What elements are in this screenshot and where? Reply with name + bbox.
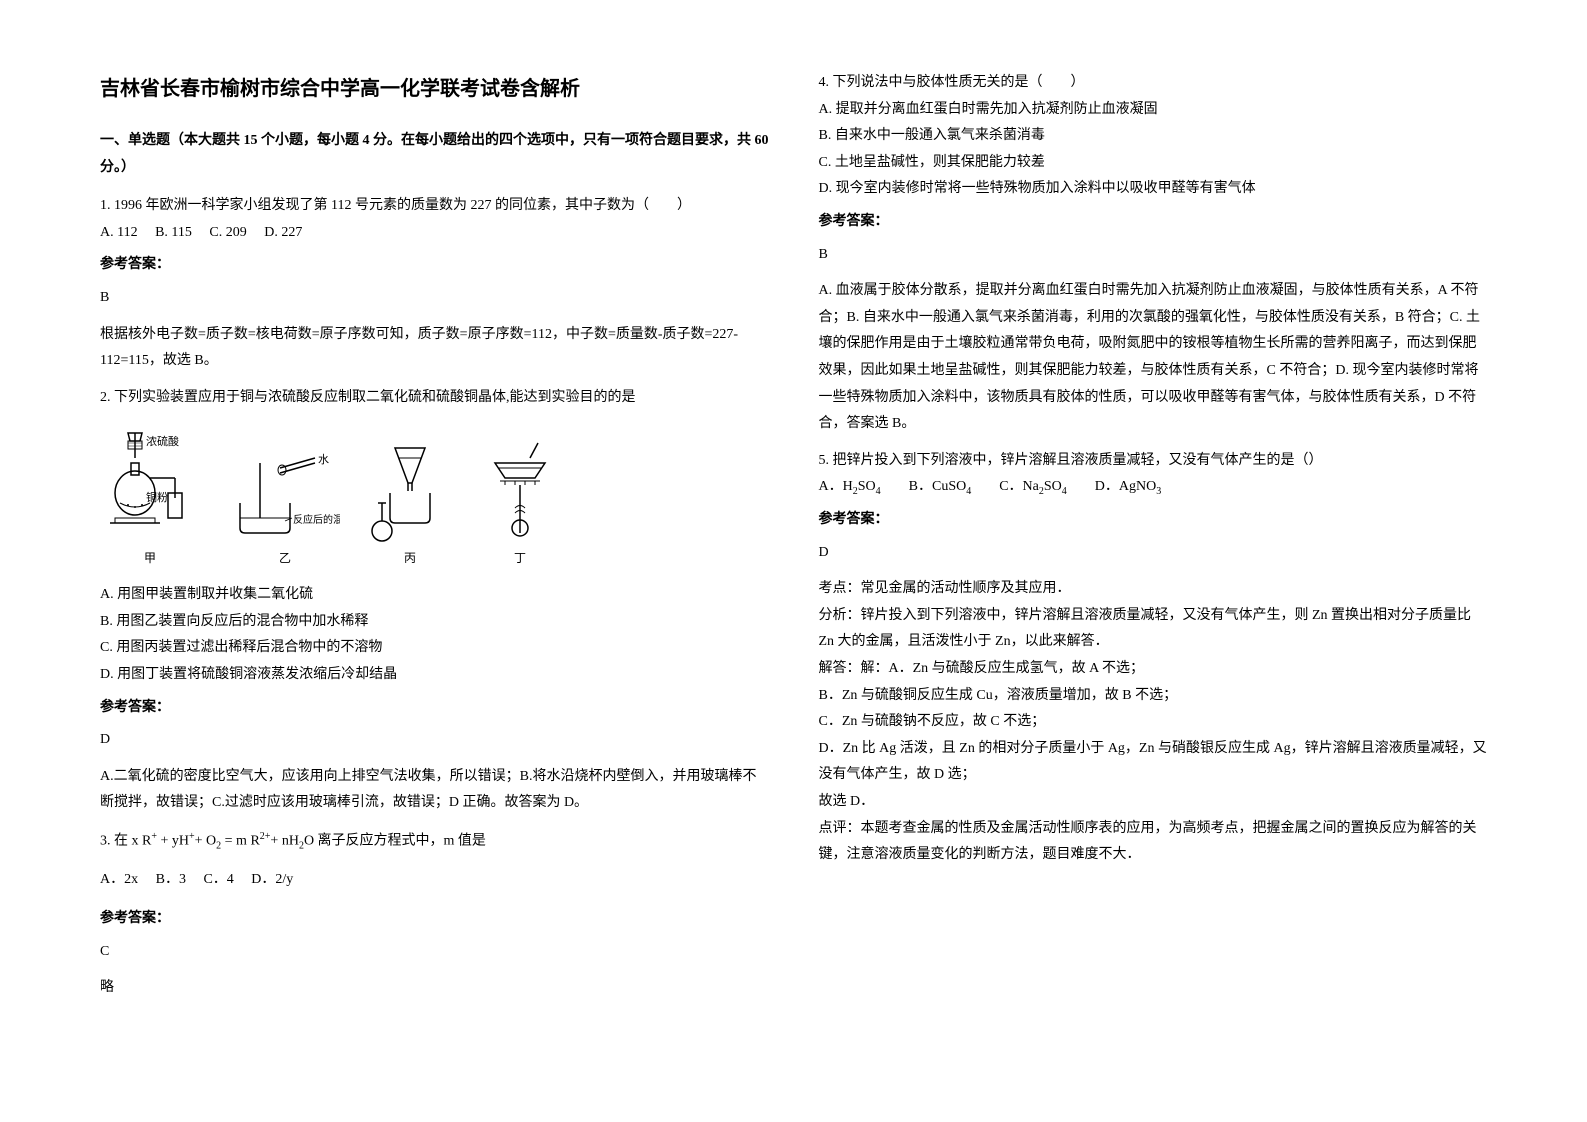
- q5-answer-label: 参考答案：: [819, 507, 1488, 534]
- q2-answer: D: [100, 727, 769, 754]
- apparatus-ding-icon: [480, 433, 560, 543]
- q2-opt-b: B. 用图乙装置向反应后的混合物中加水稀释: [100, 609, 769, 636]
- q2-opt-c: C. 用图丙装置过滤出稀释后混合物中的不溶物: [100, 635, 769, 662]
- right-column: 4. 下列说法中与胶体性质无关的是（ ） A. 提取并分离血红蛋白时需先加入抗凝…: [819, 70, 1488, 1052]
- q5-exp-5: C．Zn 与硫酸钠不反应，故 C 不选；: [819, 709, 1488, 736]
- svg-text:浓硫酸: 浓硫酸: [146, 434, 179, 448]
- q5-exp-6: D．Zn 比 Ag 活泼，且 Zn 的相对分子质量小于 Ag，Zn 与硝酸银反应…: [819, 736, 1488, 789]
- q2-opt-a: A. 用图甲装置制取并收集二氧化硫: [100, 582, 769, 609]
- apparatus-yi-icon: 水 反应后的混合物: [230, 443, 340, 543]
- q4-text: 4. 下列说法中与胶体性质无关的是（ ）: [819, 70, 1488, 97]
- diagram-jia: 浓硫酸 铜粉 甲: [100, 423, 200, 570]
- diagram-row: 浓硫酸 铜粉 甲: [100, 423, 769, 570]
- q4-opt-b: B. 自来水中一般通入氯气来杀菌消毒: [819, 123, 1488, 150]
- q5-exp-7: 故选 D．: [819, 789, 1488, 816]
- q5-exp-4: B．Zn 与硫酸铜反应生成 Cu，溶液质量增加，故 B 不选；: [819, 683, 1488, 710]
- left-column: 吉林省长春市榆树市综合中学高一化学联考试卷含解析 一、单选题（本大题共 15 个…: [100, 70, 769, 1052]
- q5-exp-1: 考点：常见金属的活动性顺序及其应用．: [819, 576, 1488, 603]
- q4-answer-label: 参考答案：: [819, 209, 1488, 236]
- q3-options: A．2x B．3 C．4 D．2/y: [100, 867, 769, 894]
- q1-explanation: 根据核外电子数=质子数=核电荷数=原子序数可知，质子数=原子序数=112，中子数…: [100, 322, 769, 375]
- q3-answer: C: [100, 939, 769, 966]
- q2-explanation: A.二氧化硫的密度比空气大，应该用向上排空气法收集，所以错误；B.将水沿烧杯内壁…: [100, 764, 769, 817]
- q5-exp-3: 解答：解：A．Zn 与硫酸反应生成氢气，故 A 不选；: [819, 656, 1488, 683]
- q4-opt-a: A. 提取并分离血红蛋白时需先加入抗凝剂防止血液凝固: [819, 97, 1488, 124]
- q2-text: 2. 下列实验装置应用于铜与浓硫酸反应制取二氧化硫和硫酸铜晶体,能达到实验目的的…: [100, 385, 769, 412]
- bing-label: 丙: [404, 547, 416, 570]
- ding-label: 丁: [514, 547, 526, 570]
- q1-answer-label: 参考答案：: [100, 252, 769, 279]
- q4-answer: B: [819, 242, 1488, 269]
- q3-explanation: 略: [100, 975, 769, 1002]
- diagram-ding: 丁: [480, 433, 560, 570]
- q4-opt-d: D. 现今室内装修时常将一些特殊物质加入涂料中以吸收甲醛等有害气体: [819, 176, 1488, 203]
- diagram-bing: 丙: [370, 433, 450, 570]
- q5-options: A．H2SO4 B．CuSO4 C．Na2SO4 D．AgNO3: [819, 474, 1488, 501]
- q2-opt-d: D. 用图丁装置将硫酸铜溶液蒸发浓缩后冷却结晶: [100, 662, 769, 689]
- jia-label: 甲: [144, 547, 156, 570]
- q5-answer: D: [819, 540, 1488, 567]
- q4-explanation: A. 血液属于胶体分散系，提取并分离血红蛋白时需先加入抗凝剂防止血液凝固，与胶体…: [819, 278, 1488, 438]
- page-title: 吉林省长春市榆树市综合中学高一化学联考试卷含解析: [100, 70, 769, 108]
- svg-text:铜粉: 铜粉: [146, 490, 168, 504]
- q1-answer: B: [100, 285, 769, 312]
- svg-text:水: 水: [318, 453, 329, 466]
- section-header: 一、单选题（本大题共 15 个小题，每小题 4 分。在每小题给出的四个选项中，只…: [100, 128, 769, 181]
- q3-text: 3. 在 x R+ + yH++ O2 = m R2++ nH2O 离子反应方程…: [100, 827, 769, 855]
- svg-text:反应后的混合物: 反应后的混合物: [293, 513, 340, 526]
- q1-text: 1. 1996 年欧洲一科学家小组发现了第 112 号元素的质量数为 227 的…: [100, 193, 769, 220]
- question-3: 3. 在 x R+ + yH++ O2 = m R2++ nH2O 离子反应方程…: [100, 827, 769, 1002]
- diagram-yi: 水 反应后的混合物 乙: [230, 443, 340, 570]
- q2-answer-label: 参考答案：: [100, 695, 769, 722]
- question-1: 1. 1996 年欧洲一科学家小组发现了第 112 号元素的质量数为 227 的…: [100, 193, 769, 375]
- apparatus-jia-icon: 浓硫酸 铜粉: [100, 423, 200, 543]
- q3-answer-label: 参考答案：: [100, 906, 769, 933]
- question-2: 2. 下列实验装置应用于铜与浓硫酸反应制取二氧化硫和硫酸铜晶体,能达到实验目的的…: [100, 385, 769, 817]
- question-4: 4. 下列说法中与胶体性质无关的是（ ） A. 提取并分离血红蛋白时需先加入抗凝…: [819, 70, 1488, 438]
- yi-label: 乙: [279, 547, 291, 570]
- q5-exp-8: 点评：本题考查金属的性质及金属活动性顺序表的应用，为高频考点，把握金属之间的置换…: [819, 816, 1488, 869]
- q5-text: 5. 把锌片投入到下列溶液中，锌片溶解且溶液质量减轻，又没有气体产生的是（）: [819, 448, 1488, 475]
- q1-options: A. 112 B. 115 C. 209 D. 227: [100, 220, 769, 247]
- q4-opt-c: C. 土地呈盐碱性，则其保肥能力较差: [819, 150, 1488, 177]
- question-5: 5. 把锌片投入到下列溶液中，锌片溶解且溶液质量减轻，又没有气体产生的是（） A…: [819, 448, 1488, 869]
- apparatus-bing-icon: [370, 433, 450, 543]
- q5-exp-2: 分析：锌片投入到下列溶液中，锌片溶解且溶液质量减轻，又没有气体产生，则 Zn 置…: [819, 603, 1488, 656]
